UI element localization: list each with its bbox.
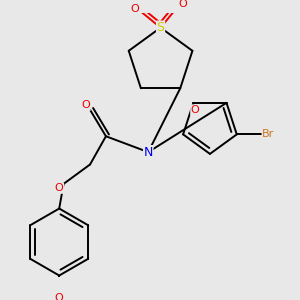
- Text: O: O: [130, 4, 140, 14]
- Text: O: O: [55, 292, 64, 300]
- Text: O: O: [178, 0, 187, 9]
- Text: N: N: [143, 146, 153, 159]
- Text: O: O: [191, 105, 200, 115]
- Text: O: O: [55, 183, 64, 193]
- Text: S: S: [157, 21, 165, 34]
- Text: O: O: [81, 100, 90, 110]
- Text: Br: Br: [262, 129, 274, 140]
